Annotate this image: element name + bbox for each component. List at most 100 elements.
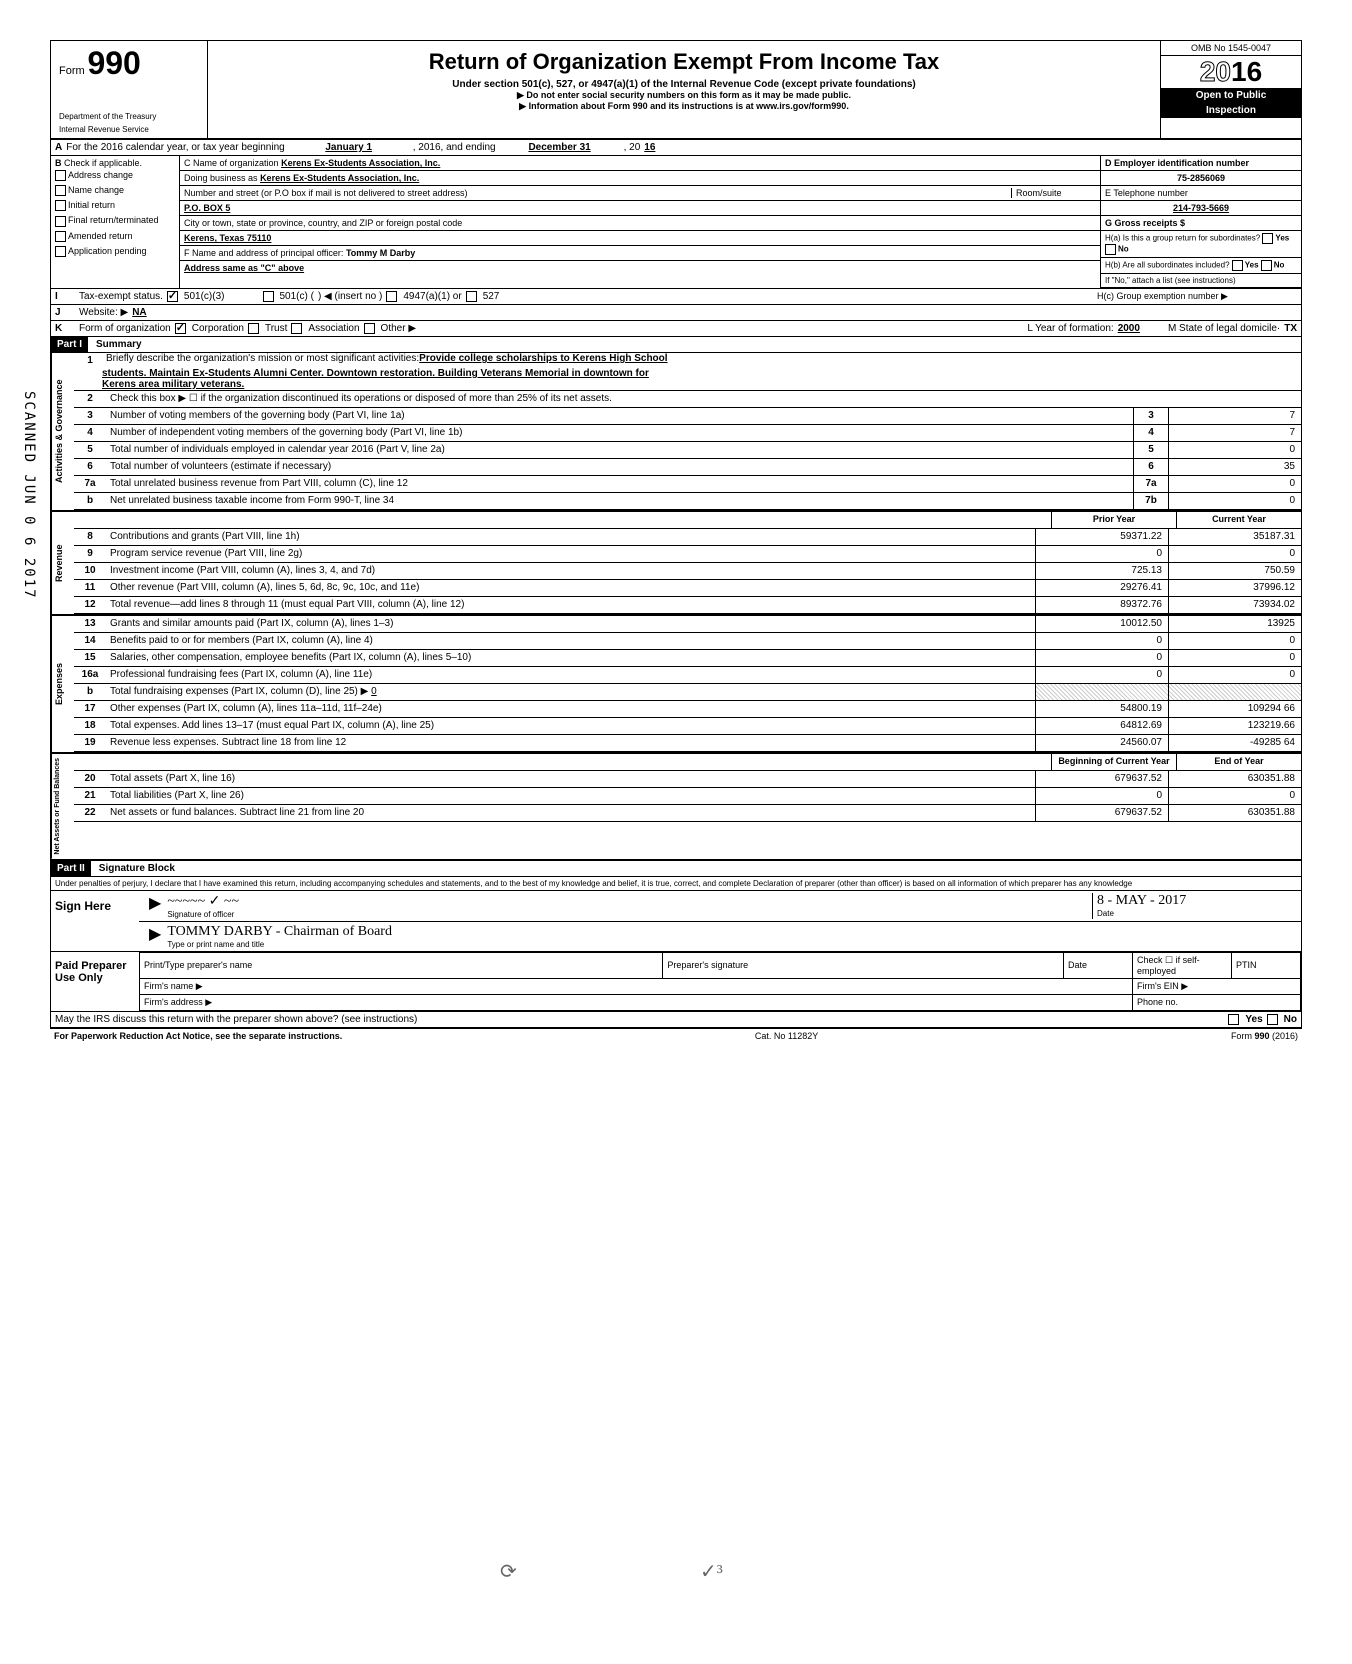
dept-irs: Internal Revenue Service xyxy=(59,125,199,134)
hb-yes: Yes xyxy=(1245,261,1259,270)
c21: 0 xyxy=(1168,788,1301,804)
paid-prep-label: Paid Preparer Use Only xyxy=(51,952,139,1011)
l8: Contributions and grants (Part VIII, lin… xyxy=(106,529,1035,545)
e-label: E Telephone number xyxy=(1101,186,1301,201)
form-info: ▶ Information about Form 990 and its ins… xyxy=(216,101,1152,112)
cb-other[interactable] xyxy=(364,323,375,334)
cb-addr-change[interactable] xyxy=(55,170,66,181)
k-label: Form of organization xyxy=(79,323,171,334)
date-signed: 8 - MAY - 2017 xyxy=(1097,893,1297,909)
officer-addr: Address same as "C" above xyxy=(180,261,1100,275)
cb-hb-yes[interactable] xyxy=(1232,260,1243,271)
col-c-org-info: C Name of organization Kerens Ex-Student… xyxy=(180,156,1101,288)
l15: Salaries, other compensation, employee b… xyxy=(106,650,1035,666)
ln17: 17 xyxy=(74,701,106,717)
org-name: Kerens Ex-Students Association, Inc. xyxy=(281,158,440,168)
discuss-row: May the IRS discuss this return with the… xyxy=(51,1012,1301,1028)
ln16b: b xyxy=(74,684,106,700)
ln10: 10 xyxy=(74,563,106,579)
ln18: 18 xyxy=(74,718,106,734)
l12: Total revenue—add lines 8 through 11 (mu… xyxy=(106,597,1035,613)
cb-discuss-no[interactable] xyxy=(1267,1014,1278,1025)
lbl-527: 527 xyxy=(483,291,500,302)
cb-amended[interactable] xyxy=(55,231,66,242)
cb-app-pending[interactable] xyxy=(55,246,66,257)
line6-desc: Total number of volunteers (estimate if … xyxy=(106,459,1133,475)
lbl-assoc: Association xyxy=(308,323,359,334)
c16a: 0 xyxy=(1168,667,1301,683)
ha-no: No xyxy=(1118,245,1129,254)
c9: 0 xyxy=(1168,546,1301,562)
sign-here-label: Sign Here xyxy=(51,891,139,951)
discuss-no: No xyxy=(1284,1014,1297,1025)
mission3: Kerens area military veterans. xyxy=(74,379,1301,390)
end-year: 16 xyxy=(644,142,655,153)
revenue-label: Revenue xyxy=(51,512,74,614)
ln9: 9 xyxy=(74,546,106,562)
l13: Grants and similar amounts paid (Part IX… xyxy=(106,616,1035,632)
section-bcd: B Check if applicable. Address change Na… xyxy=(51,156,1301,289)
l14: Benefits paid to or for members (Part IX… xyxy=(106,633,1035,649)
cb-501c[interactable] xyxy=(263,291,274,302)
l18: Total expenses. Add lines 13–17 (must eq… xyxy=(106,718,1035,734)
ln1: 1 xyxy=(74,353,106,368)
p13: 10012.50 xyxy=(1035,616,1168,632)
label-k: K xyxy=(55,323,75,334)
year-box: OMB No 1545-0047 20201616 Open to Public… xyxy=(1161,41,1301,138)
l-label: L Year of formation: xyxy=(1027,323,1113,334)
c22: 630351.88 xyxy=(1168,805,1301,821)
ln6: 6 xyxy=(74,459,106,475)
cat-no: Cat. No 11282Y xyxy=(755,1031,818,1041)
arrow-icon-2: ▶ xyxy=(143,924,167,949)
g-label: G Gross receipts $ xyxy=(1101,216,1301,231)
p11: 29276.41 xyxy=(1035,580,1168,596)
revenue-section: Revenue Prior YearCurrent Year 8Contribu… xyxy=(51,512,1301,616)
stamp-1: ⟳ xyxy=(500,1559,517,1584)
p16b xyxy=(1035,684,1168,700)
label-a: A xyxy=(55,142,62,153)
dba-name: Kerens Ex-Students Association, Inc. xyxy=(260,173,419,183)
cb-527[interactable] xyxy=(466,291,477,302)
dept-treasury: Department of the Treasury xyxy=(59,112,199,121)
cb-initial[interactable] xyxy=(55,200,66,211)
officer-name: Tommy M Darby xyxy=(346,248,415,258)
p10: 725.13 xyxy=(1035,563,1168,579)
sign-here-section: Sign Here ▶ ~~~~~ ✓ ~~ Signature of offi… xyxy=(51,891,1301,952)
cb-hb-no[interactable] xyxy=(1261,260,1272,271)
cb-501c3[interactable] xyxy=(167,291,178,302)
lbl-insert: ) ◀ (insert no ) xyxy=(318,291,382,302)
sig-label: Signature of officer xyxy=(167,910,1092,919)
label-i: I xyxy=(55,291,75,302)
line7a-desc: Total unrelated business revenue from Pa… xyxy=(106,476,1133,492)
cb-trust[interactable] xyxy=(248,323,259,334)
ln8: 8 xyxy=(74,529,106,545)
p17: 54800.19 xyxy=(1035,701,1168,717)
prep-name-label: Print/Type preparer's name xyxy=(140,952,663,978)
cb-4947[interactable] xyxy=(386,291,397,302)
cb-ha-no[interactable] xyxy=(1105,244,1116,255)
hb-label: H(b) Are all subordinates included? xyxy=(1105,261,1230,270)
cb-corp[interactable] xyxy=(175,323,186,334)
lbl-final: Final return/terminated xyxy=(68,215,159,225)
cb-final[interactable] xyxy=(55,216,66,227)
row-j: J Website: ▶ NA xyxy=(51,305,1301,321)
cb-discuss-yes[interactable] xyxy=(1228,1014,1239,1025)
cb-name-change[interactable] xyxy=(55,185,66,196)
c15: 0 xyxy=(1168,650,1301,666)
part1-label: Part I xyxy=(51,337,88,352)
cb-ha-yes[interactable] xyxy=(1262,233,1273,244)
c11: 37996.12 xyxy=(1168,580,1301,596)
governance-section: Activities & Governance 1 Briefly descri… xyxy=(51,353,1301,512)
form-number: 990 xyxy=(87,45,140,82)
street-label: Number and street (or P.O box if mail is… xyxy=(184,188,1011,198)
c16b xyxy=(1168,684,1301,700)
begin-date: January 1 xyxy=(289,142,409,153)
line5-desc: Total number of individuals employed in … xyxy=(106,442,1133,458)
p18: 64812.69 xyxy=(1035,718,1168,734)
phone-no-label: Phone no. xyxy=(1133,994,1301,1010)
cb-assoc[interactable] xyxy=(291,323,302,334)
city-label: City or town, state or province, country… xyxy=(180,216,1100,231)
line2-desc: Check this box ▶ ☐ if the organization d… xyxy=(106,391,1301,407)
governance-label: Activities & Governance xyxy=(51,353,74,510)
lbl-corp: Corporation xyxy=(192,323,244,334)
